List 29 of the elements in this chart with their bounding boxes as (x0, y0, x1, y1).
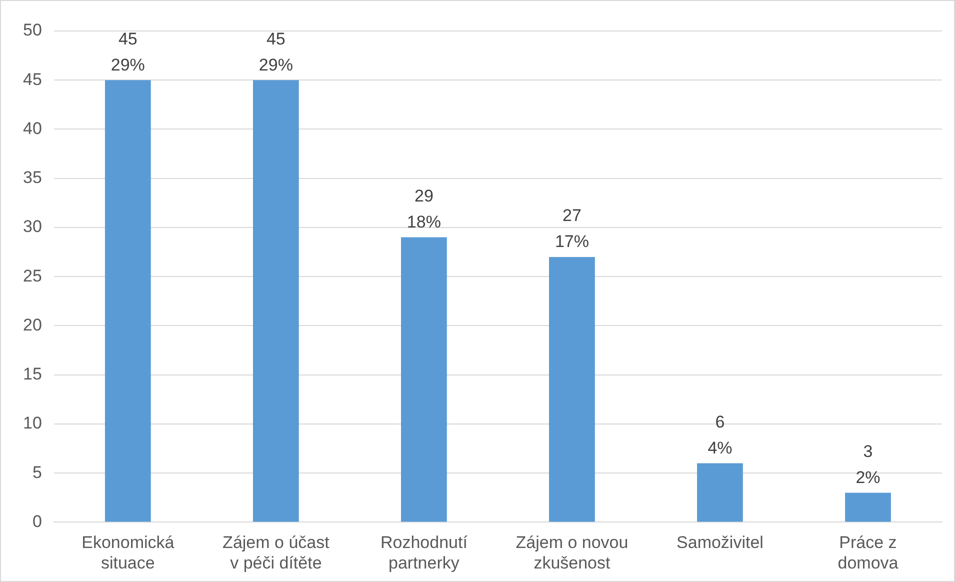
bar (252, 80, 299, 522)
bar (401, 237, 447, 522)
data-label: 3 2% (856, 442, 880, 487)
y-tick-label: 15 (22, 364, 42, 384)
data-label: 45 29% (258, 29, 293, 74)
data-label: 29 18% (406, 186, 441, 232)
data-label: 6 4% (708, 412, 732, 458)
bar (549, 256, 595, 522)
y-tick-label: 0 (32, 512, 42, 531)
data-label: 27 17% (554, 206, 589, 252)
x-tick-label: Práce z domova (838, 533, 899, 572)
y-tick-label: 45 (22, 70, 42, 89)
y-tick-label: 20 (22, 315, 42, 334)
bar (845, 492, 891, 522)
x-tick-label: Samoživitel (676, 533, 764, 552)
x-tick-label: Rozhodnutí partnerky (380, 533, 468, 572)
data-label: 45 29% (110, 29, 145, 74)
y-tick-label: 10 (22, 414, 42, 433)
y-tick-label: 35 (22, 168, 42, 188)
y-tick-label: 40 (22, 118, 42, 138)
y-tick-label: 50 (22, 20, 42, 40)
x-tick-label: Zájem o novou zkušenost (516, 533, 628, 572)
bar (697, 463, 743, 522)
y-tick-label: 25 (22, 266, 42, 286)
x-tick-label: Zájem o účast v péči dítěte (222, 533, 330, 572)
bar (104, 80, 151, 522)
x-tick-label: Ekonomická situace (82, 533, 175, 572)
y-tick-label: 30 (22, 217, 42, 236)
y-tick-label: 5 (32, 462, 42, 482)
